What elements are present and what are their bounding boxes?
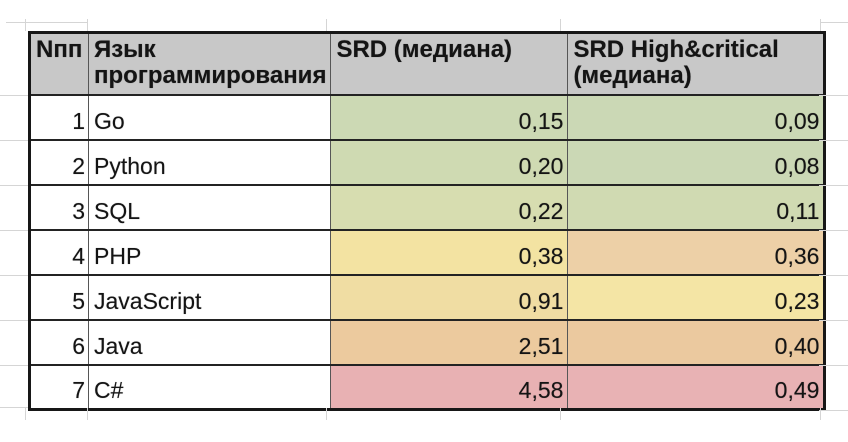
grid-line	[0, 140, 28, 141]
srd-median-cell[interactable]: 0,20	[330, 138, 569, 186]
srd-table: Nпп Язык программирования SRD (медиана) …	[28, 31, 827, 411]
row-number-cell[interactable]: 3	[29, 183, 89, 231]
grid-line	[25, 19, 26, 31]
srd-high-critical-cell[interactable]: 0,08	[567, 138, 826, 186]
language-cell[interactable]: PHP	[87, 228, 332, 276]
grid-line	[819, 185, 848, 186]
row-number-cell[interactable]: 4	[29, 228, 89, 276]
grid-line	[819, 140, 848, 141]
srd-high-critical-cell[interactable]: 0,49	[567, 363, 826, 411]
table-row: 1 Go 0,15 0,09	[29, 93, 826, 141]
row-number-cell[interactable]: 1	[29, 93, 89, 141]
row-number-cell[interactable]: 2	[29, 138, 89, 186]
row-number-cell[interactable]: 6	[29, 318, 89, 366]
grid-line	[560, 408, 561, 420]
table-row: 2 Python 0,20 0,08	[29, 138, 826, 186]
grid-line	[87, 408, 88, 420]
header-row: Nпп Язык программирования SRD (медиана) …	[29, 31, 826, 96]
col-header-npp[interactable]: Nпп	[29, 31, 89, 96]
language-cell[interactable]: Python	[87, 138, 332, 186]
row-number-cell[interactable]: 7	[29, 363, 89, 411]
srd-median-cell[interactable]: 0,15	[330, 93, 569, 141]
table-row: 4 PHP 0,38 0,36	[29, 228, 826, 276]
table-row: 5 JavaScript 0,91 0,23	[29, 273, 826, 321]
grid-line	[819, 230, 848, 231]
grid-line	[820, 19, 821, 31]
col-header-language[interactable]: Язык программирования	[87, 31, 332, 96]
grid-line	[25, 408, 26, 420]
grid-line	[819, 320, 848, 321]
grid-line	[0, 275, 28, 276]
srd-high-critical-cell[interactable]: 0,09	[567, 93, 826, 141]
col-header-srd-high-critical[interactable]: SRD High&critical (медиана)	[567, 31, 826, 96]
srd-median-cell[interactable]: 0,91	[330, 273, 569, 321]
grid-line	[819, 275, 848, 276]
grid-line	[0, 230, 28, 231]
language-cell[interactable]: Go	[87, 93, 332, 141]
srd-median-cell[interactable]: 4,58	[330, 363, 569, 411]
grid-line	[819, 95, 848, 96]
language-cell[interactable]: SQL	[87, 183, 332, 231]
grid-line	[6, 22, 87, 23]
grid-line	[820, 22, 848, 23]
srd-high-critical-cell[interactable]: 0,23	[567, 273, 826, 321]
language-cell[interactable]: Java	[87, 318, 332, 366]
srd-high-critical-cell[interactable]: 0,11	[567, 183, 826, 231]
table-row: 7 C# 4,58 0,49	[29, 363, 826, 411]
grid-line	[819, 365, 848, 366]
grid-line	[326, 19, 327, 31]
grid-line	[560, 19, 561, 31]
srd-high-critical-cell[interactable]: 0,40	[567, 318, 826, 366]
srd-median-cell[interactable]: 0,38	[330, 228, 569, 276]
grid-line	[87, 19, 88, 31]
grid-line	[0, 407, 28, 408]
grid-line	[326, 408, 327, 420]
srd-median-cell[interactable]: 0,22	[330, 183, 569, 231]
language-cell[interactable]: C#	[87, 363, 332, 411]
grid-line	[0, 185, 28, 186]
grid-line	[0, 95, 28, 96]
language-cell[interactable]: JavaScript	[87, 273, 332, 321]
table-row: 6 Java 2,51 0,40	[29, 318, 826, 366]
grid-line	[820, 408, 821, 420]
col-header-srd-median[interactable]: SRD (медиана)	[330, 31, 569, 96]
table-row: 3 SQL 0,22 0,11	[29, 183, 826, 231]
grid-line	[0, 365, 28, 366]
grid-line	[819, 410, 848, 411]
row-number-cell[interactable]: 5	[29, 273, 89, 321]
srd-high-critical-cell[interactable]: 0,36	[567, 228, 826, 276]
grid-line	[0, 320, 28, 321]
srd-median-cell[interactable]: 2,51	[330, 318, 569, 366]
